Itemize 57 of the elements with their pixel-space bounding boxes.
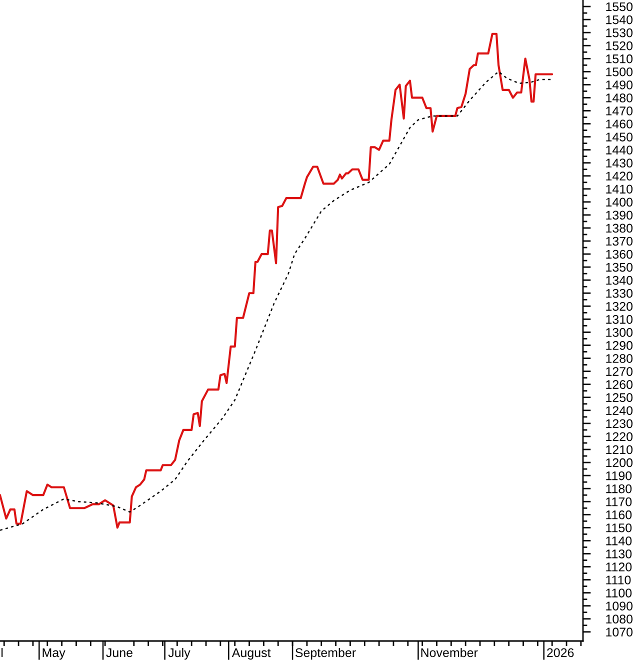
y-tick-label: 1250	[606, 393, 633, 402]
y-tick-label: 1500	[606, 67, 633, 76]
y-tick-label: 1310	[606, 315, 633, 324]
x-tick-label: July	[168, 648, 190, 660]
y-tick-label: 1400	[606, 198, 633, 207]
y-tick-label: 1140	[606, 536, 632, 546]
y-tick-label: 1540	[606, 15, 633, 24]
y-tick-label: 1380	[606, 224, 633, 233]
y-tick-label: 1300	[606, 328, 633, 337]
x-tick-label: June	[106, 648, 132, 658]
y-tick-label: 1450	[606, 132, 633, 142]
y-tick-label: 1230	[606, 419, 633, 428]
y-tick-label: 1340	[606, 276, 633, 285]
y-tick-label: 1110	[606, 576, 631, 584]
y-tick-label: 1460	[606, 120, 633, 128]
y-tick-label: 1070	[606, 628, 633, 637]
y-tick-label: 1360	[606, 250, 633, 259]
y-tick-label: 1170	[606, 497, 632, 506]
x-tick-label: 2026	[547, 648, 574, 658]
x-tick-label: September	[295, 648, 356, 660]
y-tick-label: 1120	[606, 562, 632, 572]
x-tick-label: November	[421, 648, 478, 658]
y-tick-label: 1210	[606, 445, 633, 454]
x-tick-label: August	[232, 648, 271, 660]
y-tick-label: 1290	[606, 341, 633, 350]
y-tick-label: 1150	[606, 523, 632, 532]
y-tick-label: 1550	[606, 2, 633, 12]
y-tick-label: 1080	[606, 614, 633, 624]
x-tick-label: l	[2, 648, 3, 658]
y-tick-label: 1190	[606, 471, 632, 480]
y-tick-label: 1220	[606, 432, 633, 442]
y-tick-label: 1470	[606, 106, 633, 116]
y-tick-label: 1160	[606, 510, 632, 520]
y-tick-label: 1200	[606, 458, 633, 468]
y-tick-label: 1320	[606, 302, 633, 311]
y-tick-label: 1330	[606, 288, 633, 298]
y-tick-label: 1490	[606, 80, 633, 90]
y-tick-label: 1280	[606, 354, 633, 363]
y-tick-label: 1420	[606, 172, 633, 181]
y-tick-label: 1090	[606, 602, 633, 610]
y-tick-label: 1390	[606, 210, 633, 220]
y-tick-label: 1260	[606, 380, 633, 389]
y-tick-label: 1270	[606, 367, 633, 376]
y-tick-label: 1410	[606, 184, 633, 194]
y-tick-label: 1100	[606, 588, 632, 598]
y-tick-label: 1180	[606, 484, 632, 494]
y-tick-label: 1240	[606, 406, 633, 416]
y-tick-label: 1510	[606, 54, 633, 64]
y-tick-label: 1520	[606, 41, 633, 50]
y-tick-label: 1480	[606, 94, 633, 102]
y-tick-label: 1440	[606, 146, 633, 154]
y-tick-label: 1350	[606, 262, 633, 272]
y-tick-label: 1130	[606, 550, 632, 558]
y-tick-label: 1430	[606, 158, 633, 168]
y-tick-label: 1370	[606, 236, 633, 246]
y-tick-label: 1530	[606, 28, 633, 38]
x-tick-label: May	[42, 648, 66, 660]
